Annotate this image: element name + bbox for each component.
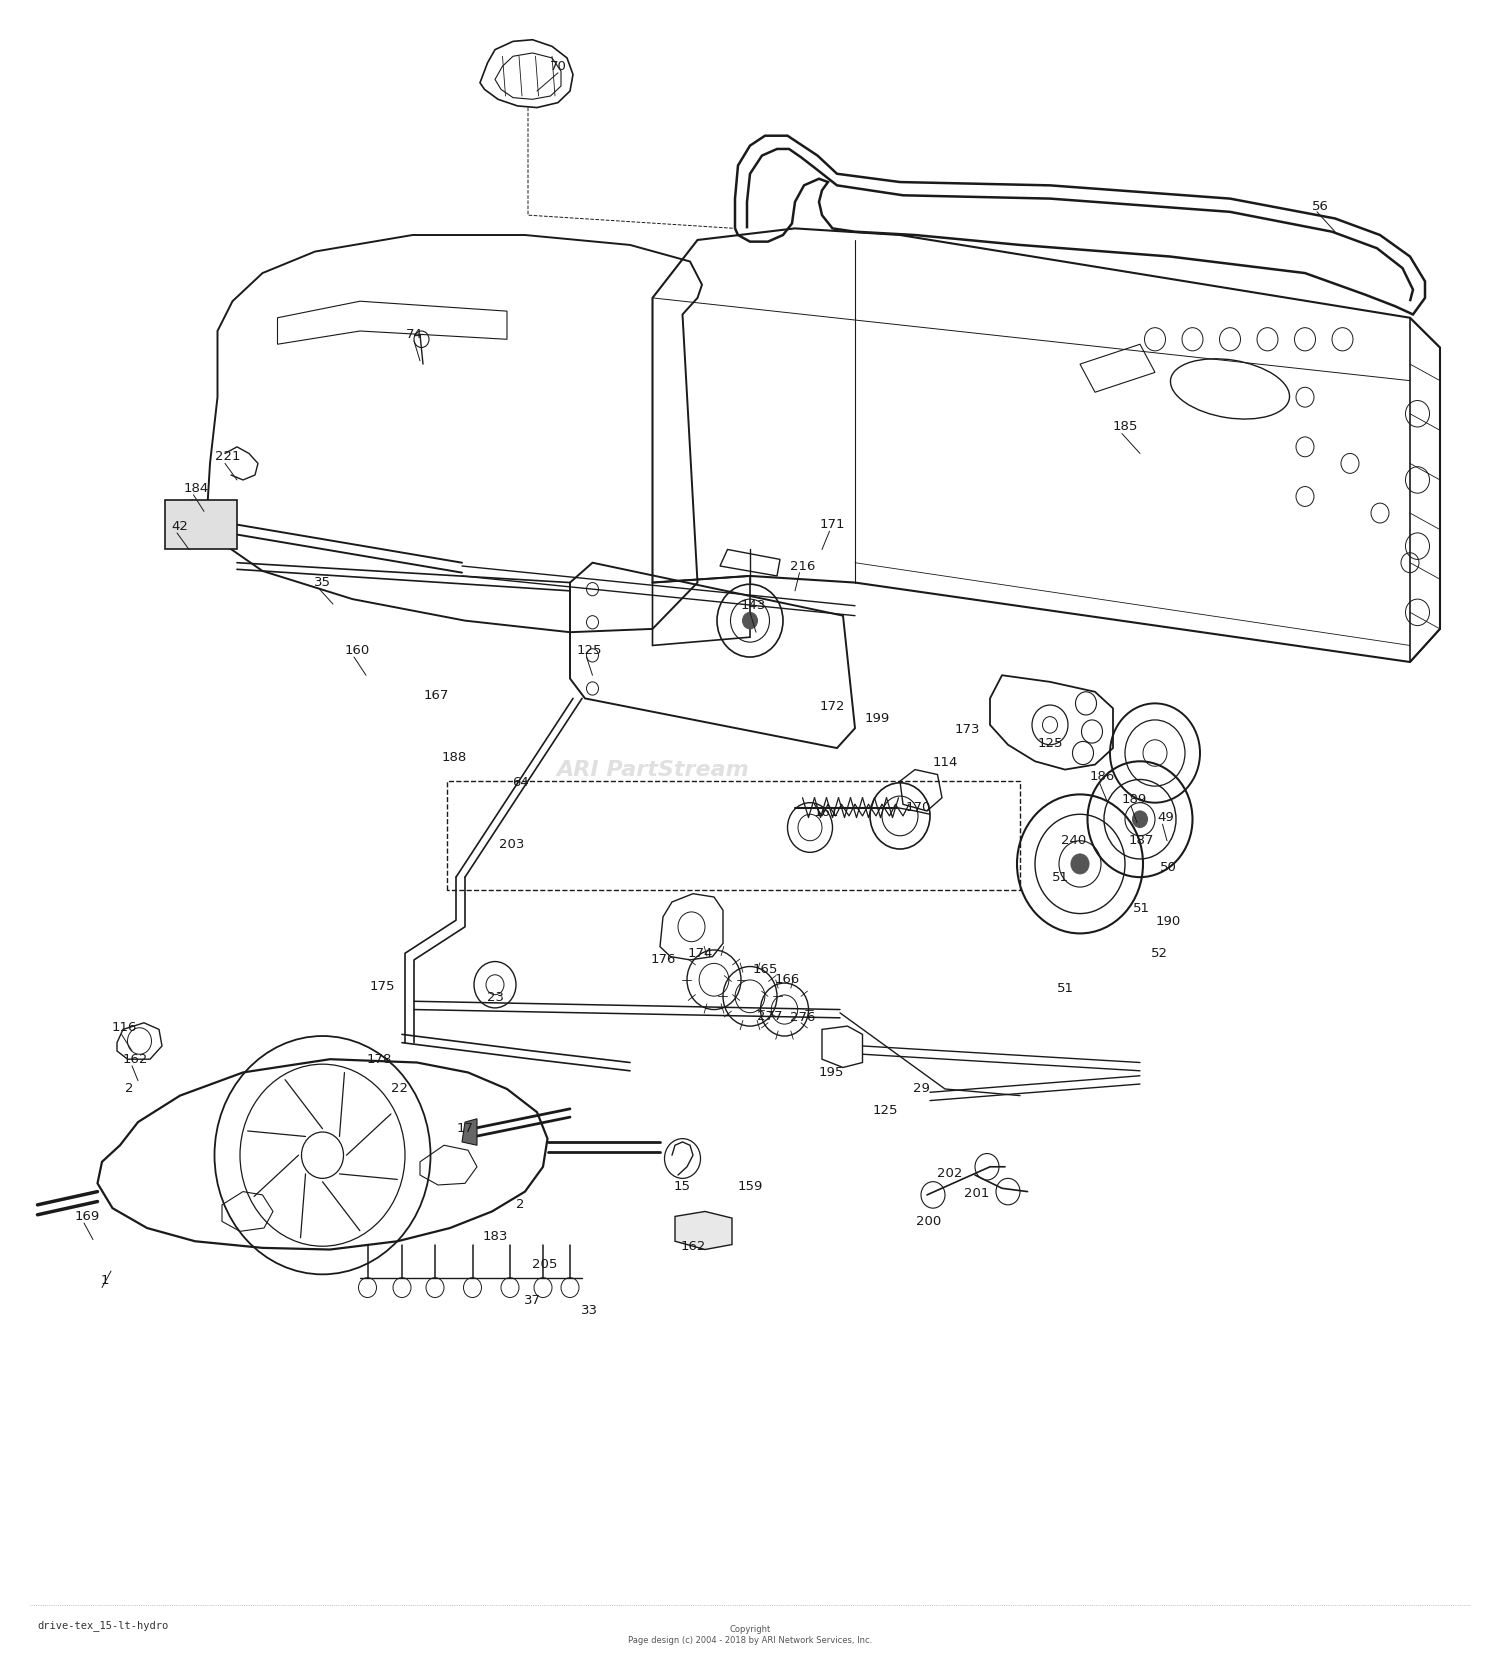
Text: 216: 216: [790, 559, 814, 573]
Text: 167: 167: [424, 688, 448, 702]
Text: 240: 240: [1062, 834, 1086, 847]
Text: 2: 2: [124, 1082, 134, 1096]
Text: 162: 162: [681, 1240, 705, 1253]
Text: 51: 51: [1052, 871, 1070, 884]
Text: Copyright
Page design (c) 2004 - 2018 by ARI Network Services, Inc.: Copyright Page design (c) 2004 - 2018 by…: [628, 1625, 872, 1645]
Text: 23: 23: [486, 991, 504, 1005]
Text: 22: 22: [390, 1082, 408, 1096]
Text: 159: 159: [738, 1180, 762, 1193]
Text: 70: 70: [549, 60, 567, 73]
Text: 183: 183: [483, 1230, 507, 1243]
Text: 50: 50: [1160, 861, 1178, 874]
Text: 143: 143: [741, 599, 765, 612]
Text: 189: 189: [1122, 793, 1146, 806]
Text: 64: 64: [512, 776, 530, 789]
Text: 184: 184: [184, 482, 209, 495]
Text: 2: 2: [516, 1198, 525, 1211]
Polygon shape: [675, 1211, 732, 1250]
Text: 199: 199: [865, 712, 889, 725]
Circle shape: [1132, 811, 1148, 828]
Polygon shape: [462, 1119, 477, 1145]
Text: 49: 49: [1156, 811, 1174, 824]
Text: 188: 188: [442, 751, 466, 765]
Text: 125: 125: [1038, 736, 1062, 750]
Text: 169: 169: [75, 1210, 99, 1223]
Text: 165: 165: [753, 963, 777, 976]
Text: 166: 166: [776, 973, 800, 986]
Text: 172: 172: [821, 700, 846, 713]
Text: 221: 221: [216, 450, 240, 463]
Text: 277: 277: [756, 1010, 783, 1023]
Text: 51: 51: [1132, 902, 1150, 915]
Text: 29: 29: [912, 1082, 930, 1096]
Text: 56: 56: [1311, 200, 1329, 213]
Text: ARI PartStream: ARI PartStream: [556, 760, 748, 780]
Text: 203: 203: [500, 837, 523, 851]
Text: 200: 200: [916, 1215, 940, 1228]
Text: 205: 205: [532, 1258, 556, 1271]
Text: 52: 52: [1150, 947, 1168, 960]
Text: 160: 160: [345, 644, 369, 657]
Text: 178: 178: [368, 1053, 392, 1066]
Text: 42: 42: [171, 520, 189, 533]
Text: 33: 33: [580, 1304, 598, 1317]
Text: 51: 51: [1056, 981, 1074, 995]
Text: 15: 15: [674, 1180, 692, 1193]
Text: 125: 125: [576, 644, 602, 657]
Text: 170: 170: [906, 801, 930, 814]
Text: 74: 74: [405, 328, 423, 341]
Text: 187: 187: [1130, 834, 1154, 847]
Text: 276: 276: [790, 1011, 814, 1024]
Text: 190: 190: [1156, 915, 1180, 928]
Text: drive-tex_15-lt-hydro: drive-tex_15-lt-hydro: [38, 1620, 168, 1630]
Text: 185: 185: [1113, 420, 1137, 434]
Text: 174: 174: [688, 947, 712, 960]
Circle shape: [1071, 854, 1089, 874]
Text: 162: 162: [123, 1053, 147, 1066]
Text: 1: 1: [100, 1274, 109, 1288]
Text: 202: 202: [938, 1167, 962, 1180]
Text: 35: 35: [314, 576, 332, 589]
Text: 201: 201: [964, 1187, 988, 1200]
Text: 114: 114: [933, 756, 957, 770]
Text: 171: 171: [821, 518, 846, 531]
Text: 176: 176: [651, 953, 675, 967]
Circle shape: [742, 612, 758, 629]
Polygon shape: [165, 500, 237, 549]
Text: 173: 173: [954, 723, 981, 736]
Text: 116: 116: [112, 1021, 136, 1034]
Text: 37: 37: [524, 1294, 542, 1307]
Text: 195: 195: [819, 1066, 843, 1079]
Text: 186: 186: [1090, 770, 1114, 783]
Text: 161: 161: [815, 806, 839, 819]
Text: 175: 175: [369, 980, 396, 993]
Text: 17: 17: [456, 1122, 474, 1135]
Text: 125: 125: [873, 1104, 897, 1117]
